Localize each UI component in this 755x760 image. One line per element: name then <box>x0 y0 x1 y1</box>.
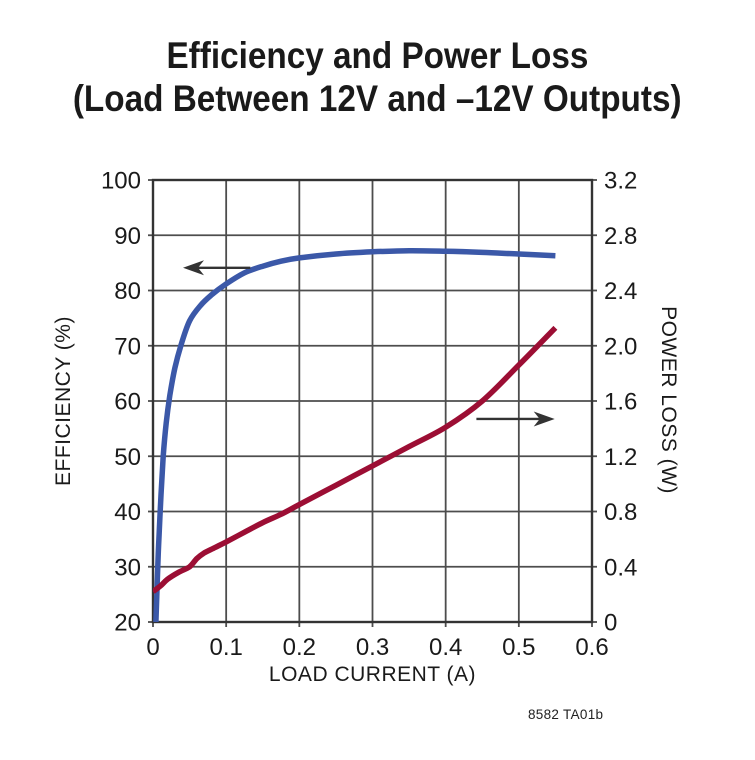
efficiency-curve <box>153 247 556 622</box>
x-tick-label: 0.6 <box>575 634 608 661</box>
chart-title-line2: (Load Between 12V and –12V Outputs) <box>73 78 682 119</box>
y-tick-label-left: 80 <box>114 278 141 305</box>
power-loss-arrow-head <box>533 411 555 427</box>
y-tick-label-left: 50 <box>114 444 141 471</box>
plot-border <box>151 178 594 624</box>
y-axis-label-left: EFFICIENCY (%) <box>52 316 75 486</box>
x-axis-label: LOAD CURRENT (A) <box>268 663 477 686</box>
y-tick-label-left: 40 <box>114 499 141 526</box>
x-tick-label: 0.4 <box>429 634 462 661</box>
y-tick-label-left: 100 <box>101 168 141 195</box>
x-tick-label: 0.1 <box>209 634 242 661</box>
chart-title-line1: Efficiency and Power Loss <box>166 35 589 76</box>
y-tick-label-left: 70 <box>114 333 141 360</box>
y-tick-label-right: 0.4 <box>604 554 637 581</box>
y-tick-label-left: 90 <box>114 223 141 250</box>
y-axis-label-right: POWER LOSS (W) <box>657 306 680 494</box>
x-tick-label: 0.5 <box>502 634 535 661</box>
power-loss-curve <box>153 325 558 594</box>
y-tick-label-left: 60 <box>114 389 141 416</box>
figure-code: 8582 TA01b <box>528 707 604 722</box>
efficiency-arrow-head <box>183 260 204 276</box>
x-tick-label: 0.2 <box>283 634 316 661</box>
y-tick-label-right: 1.2 <box>604 444 637 471</box>
y-tick-label-right: 2.8 <box>604 223 637 250</box>
x-tick-label: 0.3 <box>356 634 389 661</box>
chart-title: Efficiency and Power Loss (Load Between … <box>0 34 755 120</box>
y-tick-label-left: 30 <box>114 554 141 581</box>
x-tick-label: 0 <box>146 634 159 661</box>
y-tick-label-right: 1.6 <box>604 389 637 416</box>
y-tick-label-left: 20 <box>114 610 141 637</box>
y-tick-label-right: 3.2 <box>604 168 637 195</box>
y-tick-label-right: 2.4 <box>604 278 637 305</box>
y-tick-label-right: 0 <box>604 610 617 637</box>
y-tick-label-right: 0.8 <box>604 499 637 526</box>
y-tick-label-right: 2.0 <box>604 333 637 360</box>
